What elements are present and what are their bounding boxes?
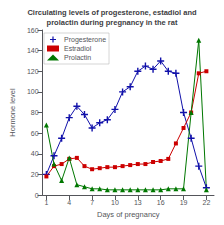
svg-text:22: 22 — [202, 199, 210, 206]
svg-text:100: 100 — [27, 88, 39, 95]
svg-text:0: 0 — [35, 192, 39, 199]
svg-text:10: 10 — [111, 199, 119, 206]
svg-text:120: 120 — [27, 68, 39, 75]
svg-text:1: 1 — [44, 199, 48, 206]
svg-text:20: 20 — [31, 171, 39, 178]
svg-text:4: 4 — [67, 199, 71, 206]
svg-text:Hormone level: Hormone level — [8, 88, 17, 137]
svg-text:80: 80 — [31, 109, 39, 116]
svg-text:160: 160 — [27, 27, 39, 34]
svg-text:7: 7 — [90, 199, 94, 206]
svg-text:Progesterone: Progesterone — [64, 36, 106, 44]
svg-text:40: 40 — [31, 150, 39, 157]
svg-text:prolactin during pregnancy in: prolactin during pregnancy in the rat — [47, 18, 178, 27]
svg-text:Estradiol: Estradiol — [64, 45, 92, 52]
svg-text:140: 140 — [27, 47, 39, 54]
svg-text:Prolactin: Prolactin — [64, 54, 91, 61]
svg-text:16: 16 — [157, 199, 165, 206]
svg-text:Circulating levels of progeste: Circulating levels of progesterone, esta… — [27, 8, 197, 17]
svg-text:Days of pregnancy: Days of pregnancy — [97, 210, 160, 219]
svg-text:13: 13 — [134, 199, 142, 206]
svg-text:19: 19 — [180, 199, 188, 206]
svg-text:60: 60 — [31, 130, 39, 137]
